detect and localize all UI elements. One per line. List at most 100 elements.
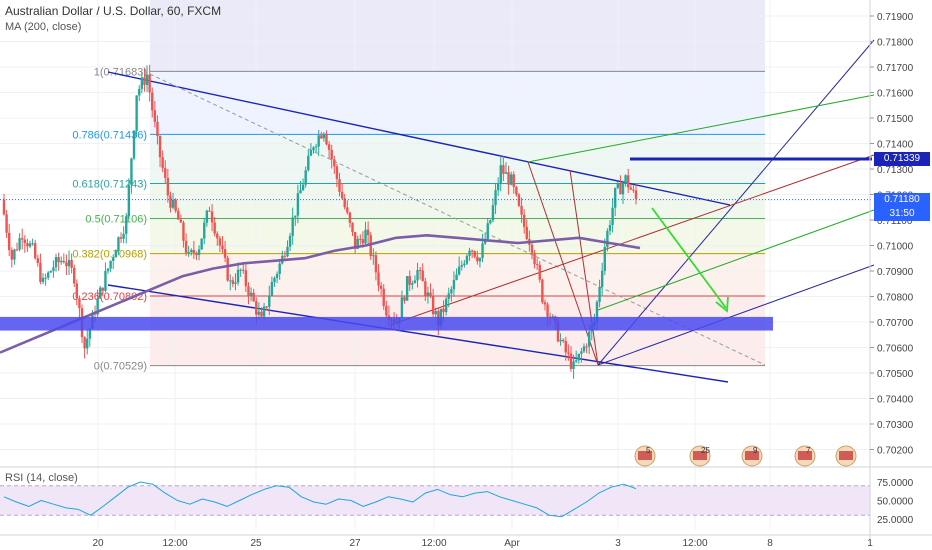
candle-body — [218, 238, 222, 246]
fib-zone — [150, 71, 765, 135]
candle-body — [333, 159, 336, 167]
candle-body — [75, 283, 79, 299]
candle-body — [418, 270, 422, 272]
candle-body — [299, 190, 302, 194]
candle-body — [26, 243, 29, 247]
candle-body — [296, 193, 300, 216]
fib-zone — [150, 218, 765, 254]
candle-body — [158, 136, 162, 158]
time-tick-label: 1 — [867, 538, 873, 549]
candle-body — [109, 260, 112, 269]
time-tick-label: 25 — [250, 538, 262, 549]
candle-body — [200, 238, 203, 250]
candle-body — [231, 280, 235, 284]
candle-body — [164, 168, 167, 178]
candle-body — [101, 287, 105, 291]
candle-body — [132, 130, 136, 159]
candle-body — [10, 250, 14, 260]
pitchfork-median-line — [389, 154, 875, 326]
pitchfork-lower-tine — [597, 264, 875, 366]
economic-event-marker[interactable]: 5 — [634, 445, 656, 467]
candle-body — [403, 297, 406, 301]
time-tick-label: 8 — [767, 538, 773, 549]
projection-arrow — [651, 207, 727, 309]
candle-body — [260, 311, 263, 317]
candle-body — [481, 243, 484, 259]
candle-body — [634, 190, 638, 199]
candle-body — [346, 207, 349, 213]
rsi-line — [3, 481, 637, 518]
time-tick-label: 27 — [349, 538, 361, 549]
candle-body — [119, 237, 123, 239]
flag-stripe-icon — [798, 451, 812, 460]
price-tick-label: 0.70300 — [877, 420, 914, 431]
candle-body — [364, 229, 367, 244]
price-tick-label: 0.71400 — [877, 140, 914, 151]
candle-body — [57, 257, 60, 263]
candle-body — [416, 270, 419, 281]
candle-body — [468, 250, 471, 256]
candle-body — [502, 165, 505, 174]
price-tick-label: 0.71500 — [877, 114, 914, 125]
fib-level-label: 1(0.71683) — [94, 66, 147, 78]
candle-body — [125, 216, 128, 234]
candle-body — [611, 207, 614, 226]
candle-body — [18, 238, 21, 250]
candle-body — [541, 279, 544, 303]
candle-body — [340, 191, 344, 199]
fib-level-label: 0.618(0.71243) — [72, 179, 147, 191]
candle-body — [457, 266, 461, 275]
candle-body — [619, 183, 622, 195]
candle-body — [190, 250, 193, 253]
candle-body — [242, 269, 245, 271]
last-price-tag: 0.71180 — [874, 193, 930, 207]
economic-event-marker[interactable] — [835, 445, 857, 467]
candle-body — [239, 269, 242, 271]
pitchfork-upper-tine — [597, 39, 875, 366]
candle-body — [195, 253, 198, 256]
candle-body — [447, 293, 450, 299]
price-tick-label: 0.70900 — [877, 267, 914, 278]
candle-body — [600, 270, 604, 287]
economic-event-marker[interactable]: 9 — [741, 445, 763, 467]
candle-body — [21, 238, 24, 240]
fib-level-label: 0(0.70529) — [94, 361, 147, 373]
candle-body — [504, 172, 508, 174]
price-tick-label: 0.70200 — [877, 446, 914, 457]
economic-event-marker[interactable]: 7 — [794, 445, 816, 467]
candle-body — [236, 269, 240, 283]
candle-body — [322, 133, 326, 139]
time-tick-label: 12:00 — [682, 538, 707, 549]
candle-body — [533, 253, 536, 265]
candle-body — [463, 263, 466, 266]
candle-body — [60, 260, 63, 263]
candle-body — [106, 268, 110, 272]
price-tick-label: 0.70700 — [877, 318, 914, 329]
fib-extension-zone — [150, 0, 765, 72]
candle-body — [569, 353, 573, 369]
candle-body — [517, 194, 521, 206]
price-tick-label: 0.70500 — [877, 369, 914, 380]
candle-body — [486, 223, 489, 240]
candle-body — [413, 280, 417, 284]
candle-body — [294, 215, 297, 218]
candle-body — [13, 249, 16, 260]
candle-body — [348, 212, 352, 223]
candle-body — [408, 276, 411, 285]
rsi-tick-label: 25.0000 — [877, 515, 914, 526]
candle-body — [507, 172, 510, 185]
ma-indicator-label[interactable]: MA (200, close) — [5, 21, 82, 33]
rsi-indicator-label[interactable]: RSI (14, close) — [5, 472, 78, 484]
candle-body — [561, 339, 565, 342]
candle-body — [559, 339, 562, 342]
candle-body — [145, 74, 149, 85]
candle-body — [203, 222, 206, 239]
candle-body — [262, 306, 266, 317]
economic-event-marker[interactable]: 25 — [689, 445, 711, 467]
candle-body — [197, 249, 201, 256]
candle-body — [221, 245, 224, 250]
candle-body — [494, 190, 497, 206]
candle-body — [374, 255, 378, 273]
candle-body — [343, 198, 346, 208]
